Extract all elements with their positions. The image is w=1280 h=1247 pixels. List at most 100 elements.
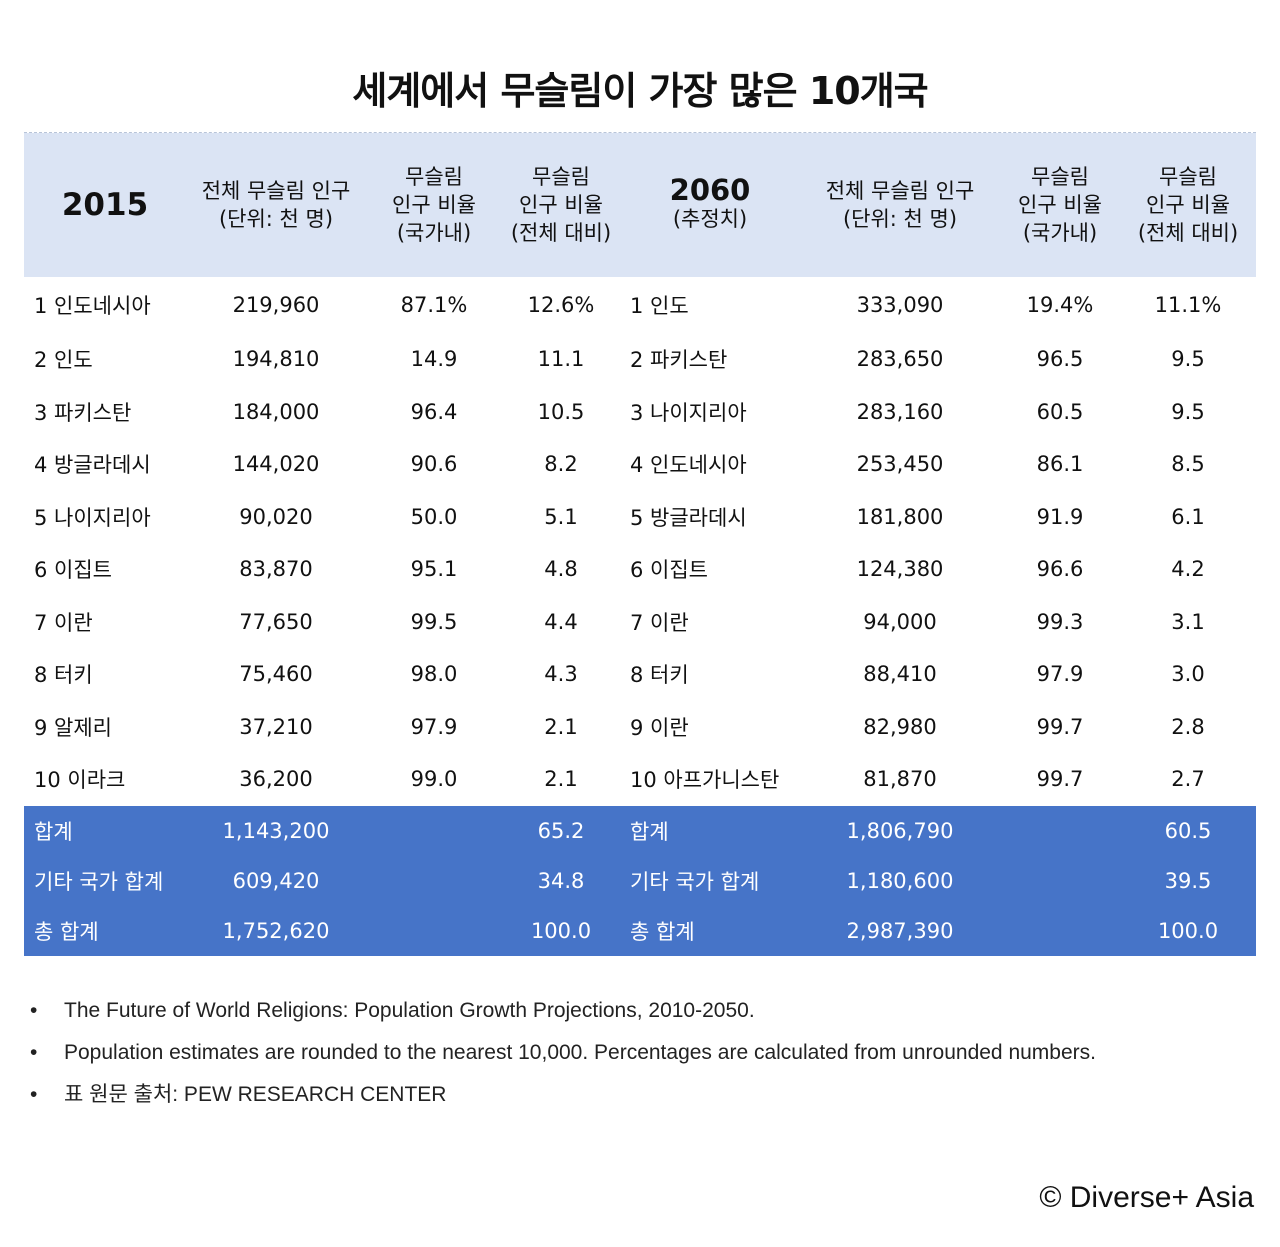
table-row: 2 인도 194,810 14.9 11.1 2 파키스탄 283,650 96.5 9.5 xyxy=(24,333,1256,386)
value-cell xyxy=(366,906,502,956)
value-cell: 100.0 xyxy=(530,918,592,943)
header-cell: 전체 무슬림 인구 (단위: 천 명) xyxy=(800,133,1000,277)
header-cell: 무슬림 인구 비율 (전체 대비) xyxy=(1120,133,1256,277)
country-cell: 8 터키 xyxy=(630,663,689,688)
value-cell xyxy=(1000,806,1120,856)
value-cell: 2.1 xyxy=(544,767,578,792)
value-cell: 99.0 xyxy=(410,767,458,792)
header-cell: 무슬림 인구 비율 (국가내) xyxy=(1000,133,1120,277)
country-cell: 4 인도네시아 xyxy=(630,453,747,478)
value-cell: 194,810 xyxy=(232,347,320,372)
value-cell: 77,650 xyxy=(239,609,313,634)
value-cell xyxy=(1000,906,1120,956)
country-cell: 10 아프가니스탄 xyxy=(630,768,780,793)
value-cell: 5.1 xyxy=(544,504,578,529)
value-cell: 8.5 xyxy=(1171,452,1205,477)
value-cell: 1,752,620 xyxy=(222,918,330,943)
table-row: 3 파키스탄 184,000 96.4 10.5 3 나이지리아 283,160 60.5 9… xyxy=(24,385,1256,438)
summary-row: 기타 국가 합계 609,420 34.8 기타 국가 합계 1,180,600 39.5 xyxy=(24,855,1256,906)
value-cell: 283,160 xyxy=(856,399,944,424)
header-row: 2015 전체 무슬림 인구 (단위: 천 명) 무슬림 인구 비율 (국가내) 무슬림 인구… xyxy=(24,133,1256,277)
value-cell: 283,650 xyxy=(856,347,944,372)
value-cell: 1,180,600 xyxy=(846,868,954,893)
country-cell: 기타 국가 합계 xyxy=(630,869,760,894)
country-cell: 1 인도네시아 xyxy=(34,294,151,318)
value-cell: 65.2 xyxy=(537,818,585,843)
value-cell: 94,000 xyxy=(863,609,937,634)
country-cell: 2 파키스탄 xyxy=(630,348,728,373)
value-cell: 1,806,790 xyxy=(846,818,954,843)
value-cell: 2,987,390 xyxy=(846,918,954,943)
header-line: (전체 대비) xyxy=(510,221,612,245)
value-cell: 99.7 xyxy=(1036,767,1084,792)
header-line: 인구 비율 xyxy=(392,193,476,217)
country-cell: 합계 xyxy=(630,819,669,844)
value-cell: 2.7 xyxy=(1171,767,1205,792)
value-cell: 39.5 xyxy=(1164,868,1212,893)
header-line: (전체 대비) xyxy=(1137,221,1239,245)
year-label: 2060 xyxy=(669,173,751,207)
header-line: 인구 비율 xyxy=(519,193,603,217)
value-cell: 96.5 xyxy=(1036,347,1084,372)
footnote-text: 표 원문 출처: PEW RESEARCH CENTER xyxy=(64,1083,447,1106)
country-cell: 6 이집트 xyxy=(630,558,708,583)
country-cell: 합계 xyxy=(34,819,73,844)
country-cell: 9 알제리 xyxy=(34,715,112,740)
country-cell: 5 나이지리아 xyxy=(34,505,151,530)
header-line: 무슬림 xyxy=(405,165,463,189)
footnote: • 표 원문 출처: PEW RESEARCH CENTER xyxy=(30,1074,1210,1116)
value-cell: 88,410 xyxy=(863,662,937,687)
value-cell: 99.7 xyxy=(1036,714,1084,739)
header-line: (단위: 천 명) xyxy=(842,207,958,231)
value-cell: 12.6% xyxy=(527,293,595,317)
country-cell: 9 이란 xyxy=(630,715,689,740)
header-line: 무슬림 xyxy=(1159,165,1217,189)
value-cell: 219,960 xyxy=(232,293,320,317)
value-cell: 2.8 xyxy=(1171,714,1205,739)
value-cell: 87.1% xyxy=(400,293,468,317)
country-cell: 4 방글라데시 xyxy=(34,453,151,478)
footnotes: • The Future of World Religions: Populat… xyxy=(30,990,1210,1116)
value-cell: 86.1 xyxy=(1036,452,1084,477)
value-cell: 36,200 xyxy=(239,767,313,792)
value-cell: 97.9 xyxy=(1036,662,1084,687)
country-cell: 7 이란 xyxy=(34,610,93,635)
country-cell: 6 이집트 xyxy=(34,558,112,583)
header-line: (국가내) xyxy=(1022,221,1098,245)
footnote: • Population estimates are rounded to th… xyxy=(30,1032,1210,1074)
value-cell xyxy=(1000,856,1120,906)
bullet: • xyxy=(30,1041,38,1064)
summary-row: 총 합계 1,752,620 100.0 총 합계 2,987,390 100.0 xyxy=(24,905,1256,956)
value-cell: 3.1 xyxy=(1171,609,1205,634)
value-cell: 34.8 xyxy=(537,868,585,893)
country-cell: 3 나이지리아 xyxy=(630,400,747,425)
table-row: 10 이라크 36,200 99.0 2.1 10 아프가니스탄 81,870 99.7 2.… xyxy=(24,753,1256,806)
header-line: 무슬림 xyxy=(532,165,590,189)
value-cell: 90.6 xyxy=(410,452,458,477)
value-cell: 90,020 xyxy=(239,504,313,529)
value-cell: 19.4% xyxy=(1026,293,1094,317)
header-year: 2015 xyxy=(24,133,186,277)
value-cell: 96.6 xyxy=(1036,557,1084,582)
value-cell: 98.0 xyxy=(410,662,458,687)
value-cell: 11.1 xyxy=(537,347,585,372)
value-cell: 99.5 xyxy=(410,609,458,634)
value-cell: 83,870 xyxy=(239,557,313,582)
credit-text: © Diverse+ Asia xyxy=(1039,1181,1254,1214)
value-cell: 1,143,200 xyxy=(222,818,330,843)
country-cell: 7 이란 xyxy=(630,610,689,635)
muslim-population-table: 2015 전체 무슬림 인구 (단위: 천 명) 무슬림 인구 비율 (국가내) 무슬림 인구… xyxy=(24,132,1256,965)
table-row: 5 나이지리아 90,020 50.0 5.1 5 방글라데시 181,800 91.9 6.… xyxy=(24,490,1256,543)
value-cell xyxy=(366,806,502,856)
table-row: 4 방글라데시 144,020 90.6 8.2 4 인도네시아 253,450 86.1 8… xyxy=(24,438,1256,491)
value-cell: 81,870 xyxy=(863,767,937,792)
footnote-text: Population estimates are rounded to the … xyxy=(64,1041,1096,1064)
table-row: 6 이집트 83,870 95.1 4.8 6 이집트 124,380 96.6 4.2 xyxy=(24,543,1256,596)
value-cell: 124,380 xyxy=(856,557,944,582)
value-cell: 37,210 xyxy=(239,714,313,739)
table-row: 1 인도네시아 219,960 87.1% 12.6% 1 인도 333,090 19.4%… xyxy=(24,277,1256,333)
bullet: • xyxy=(30,999,38,1022)
value-cell: 4.8 xyxy=(544,557,578,582)
value-cell: 3.0 xyxy=(1171,662,1205,687)
